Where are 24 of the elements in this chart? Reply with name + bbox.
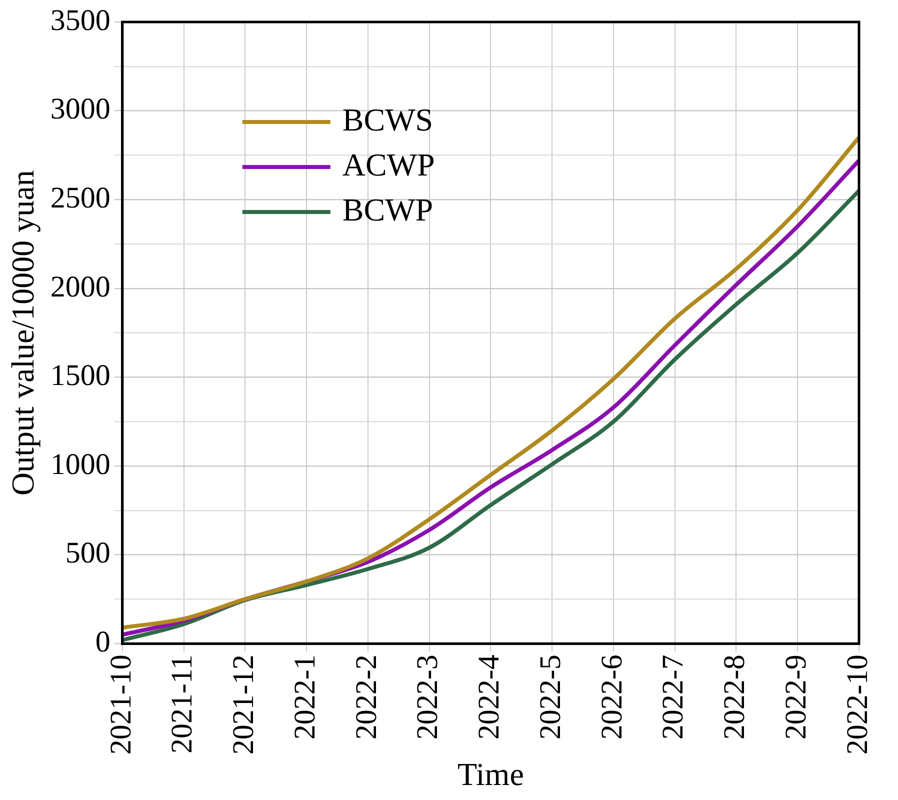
- x-tick-label: 2022-2: [350, 654, 383, 740]
- y-tick-label: 2500: [50, 181, 110, 214]
- x-tick-label: 2022-5: [534, 654, 567, 740]
- x-tick-label: 2022-7: [656, 654, 690, 740]
- y-tick-label: 1500: [50, 359, 110, 392]
- y-tick-label: 3000: [50, 92, 110, 126]
- x-tick-label: 2022-3: [411, 654, 444, 740]
- y-tick-label: 500: [65, 536, 110, 570]
- y-tick-label: 1000: [50, 448, 110, 481]
- x-tick-label: 2022-6: [595, 654, 628, 740]
- x-tick-label: 2021-11: [166, 654, 199, 754]
- x-axis-title: Time: [457, 756, 524, 792]
- x-tick-label: 2022-4: [472, 654, 506, 740]
- legend-label: BCWS: [342, 101, 434, 138]
- y-tick-label: 2000: [50, 270, 110, 304]
- y-axis-title: Output value/10000 yuan: [4, 170, 41, 496]
- x-tick-label: 2022-9: [779, 654, 812, 740]
- x-tick-label: 2022-1: [288, 654, 322, 740]
- x-tick-label: 2022-10: [840, 654, 874, 755]
- legend-label: ACWP: [342, 146, 435, 182]
- x-tick-label: 2022-8: [718, 654, 752, 740]
- y-tick-label: 3500: [50, 4, 110, 37]
- legend-label: BCWP: [342, 191, 434, 228]
- x-tick-label: 2021-12: [227, 654, 260, 755]
